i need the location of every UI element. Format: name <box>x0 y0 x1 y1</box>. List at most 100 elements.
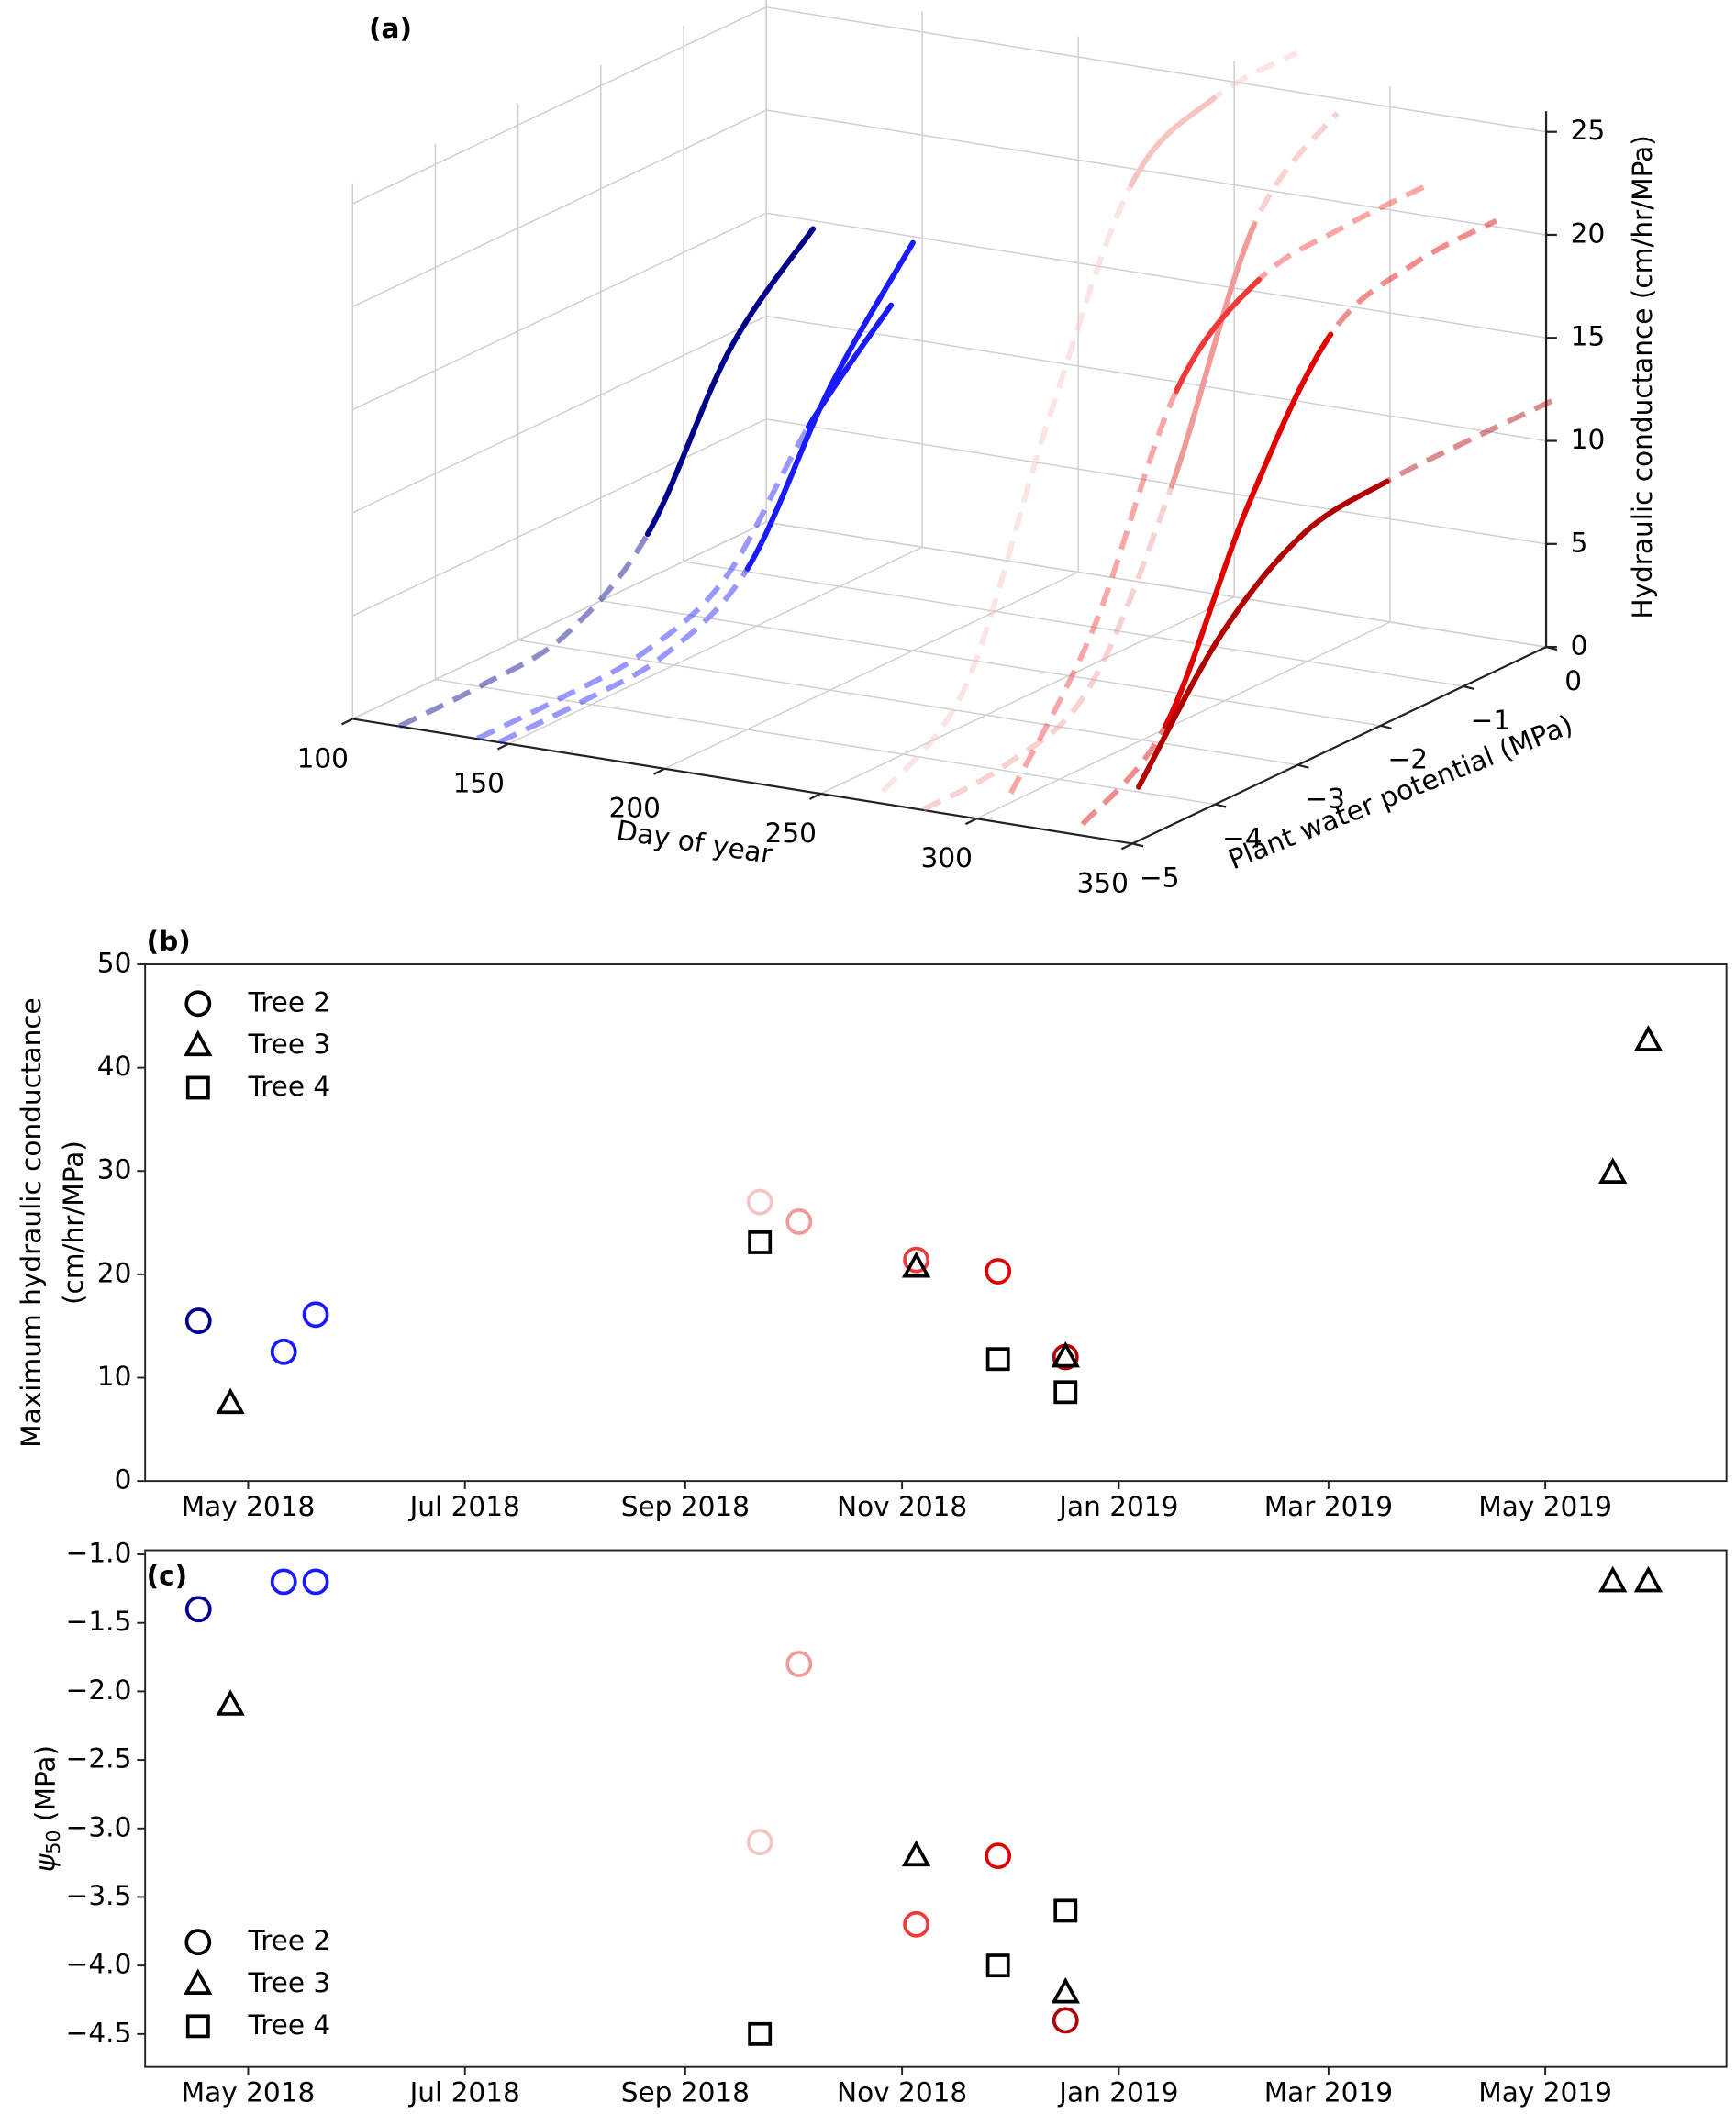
curve-dashed <box>476 303 894 741</box>
x-tick-label: Nov 2018 <box>837 2077 967 2108</box>
legend-label: Tree 4 <box>247 1071 330 1102</box>
x-tick <box>652 767 665 775</box>
marker-triangle <box>1051 1341 1080 1368</box>
panel-label: (a) <box>369 13 412 44</box>
curve-solid <box>1136 631 1225 790</box>
curve-solid <box>1174 276 1263 395</box>
marker-triangle <box>1051 1976 1080 2004</box>
grid-line <box>351 315 767 514</box>
grid-line <box>351 109 767 307</box>
curve-solid <box>1163 503 1252 729</box>
marker-circle <box>302 1301 329 1329</box>
legend-marker <box>184 1968 213 1995</box>
panel-label: (c) <box>147 1561 188 1592</box>
marker-triangle <box>216 1387 245 1415</box>
x-tick-label: Nov 2018 <box>837 1491 967 1522</box>
marker-circle <box>985 1842 1012 1870</box>
grid-line <box>975 621 1391 819</box>
marker-triangle <box>901 1840 931 1867</box>
marker-circle <box>302 1568 329 1596</box>
x-tick-label: 250 <box>765 818 817 849</box>
x-tick-label: 200 <box>609 793 661 824</box>
grid-line <box>766 212 1547 339</box>
legend-label: Tree 3 <box>247 1967 330 1998</box>
plot-frame <box>144 1549 1728 2068</box>
y-tick-label: −5 <box>1140 862 1180 893</box>
z-tick-label: 15 <box>1571 321 1606 352</box>
x-tick-label: 350 <box>1077 867 1129 898</box>
curve-solid <box>827 239 916 390</box>
grid-line <box>507 546 923 745</box>
grid-line <box>683 561 1464 687</box>
grid-line <box>663 571 1079 770</box>
x-tick-label: May 2019 <box>1478 1491 1612 1522</box>
curve-solid <box>1245 331 1334 508</box>
curve-solid <box>644 345 733 538</box>
marker-triangle <box>216 1689 245 1716</box>
x-tick-label: Jul 2018 <box>408 2077 520 2108</box>
x-tick-label: May 2018 <box>182 1491 316 1522</box>
x-tick-label: Mar 2019 <box>1264 1491 1393 1522</box>
x-tick <box>808 793 821 800</box>
z-tick-label: 5 <box>1571 527 1588 558</box>
y-axis <box>1131 646 1547 845</box>
y-tick-label: −2.0 <box>66 1675 132 1706</box>
grid-line <box>351 212 767 411</box>
y-axis-title-part: 50 <box>42 1830 64 1853</box>
grid-line <box>766 315 1547 442</box>
x-tick-label: May 2018 <box>182 2077 316 2108</box>
x-tick-label: May 2019 <box>1478 2077 1612 2108</box>
legend-marker <box>184 990 212 1018</box>
z-tick-label: 20 <box>1571 217 1606 249</box>
y-tick-label: −4.0 <box>66 1949 132 1980</box>
x-tick-label: 100 <box>297 742 349 773</box>
y-tick <box>1297 763 1309 769</box>
grid-line <box>766 6 1547 133</box>
y-tick-label: −2.5 <box>66 1743 132 1775</box>
y-tick-label: −4.5 <box>66 2017 132 2048</box>
marker-square <box>1053 1898 1078 1923</box>
y-tick <box>1463 684 1474 690</box>
y-tick <box>1131 842 1144 848</box>
x-tick <box>340 718 353 726</box>
x-tick-label: 150 <box>453 767 505 798</box>
y-tick-label: 30 <box>97 1154 132 1185</box>
curve-solid <box>1168 221 1258 489</box>
y-tick-label: 0 <box>115 1464 132 1496</box>
x-tick-label: Jan 2019 <box>1057 2077 1178 2108</box>
marker-circle <box>903 1910 930 1938</box>
curve-dashed <box>922 111 1340 812</box>
marker-triangle <box>1598 1565 1628 1593</box>
legend-marker <box>184 1929 212 1956</box>
curve-solid <box>728 226 817 351</box>
y-tick-label: −1 <box>1471 705 1511 736</box>
legend-label: Tree 2 <box>247 986 330 1018</box>
y-axis-title: (cm/hr/MPa) <box>58 1140 89 1305</box>
grid-line <box>351 6 767 205</box>
x-tick-label: Sep 2018 <box>621 2077 750 2108</box>
marker-square <box>748 2021 773 2046</box>
curve-solid <box>1128 95 1217 188</box>
marker-square <box>1053 1380 1078 1405</box>
y-tick <box>1215 803 1227 808</box>
x-tick-label: Mar 2019 <box>1264 2077 1393 2108</box>
marker-circle <box>785 1651 813 1677</box>
x-axis <box>352 718 1133 845</box>
y-tick-label: −4 <box>1222 822 1263 853</box>
y-tick-label: −1.0 <box>66 1538 132 1569</box>
y-tick <box>1380 724 1392 729</box>
marker-circle <box>270 1338 297 1365</box>
marker-circle <box>903 1246 930 1274</box>
marker-triangle <box>1598 1157 1628 1184</box>
y-axis-title: ψ50 (MPa) <box>29 1745 64 1872</box>
y-axis-title-part: (MPa) <box>29 1745 61 1830</box>
marker-circle <box>1052 2007 1079 2034</box>
grid-line <box>766 521 1547 648</box>
legend-label: Tree 4 <box>247 2009 330 2041</box>
z-axis-title: Hydraulic conductance (cm/hr/MPa) <box>1627 135 1658 618</box>
curve-solid <box>1301 478 1390 536</box>
y-tick-label: 0 <box>1564 665 1582 696</box>
y-tick-label: 50 <box>97 947 132 978</box>
